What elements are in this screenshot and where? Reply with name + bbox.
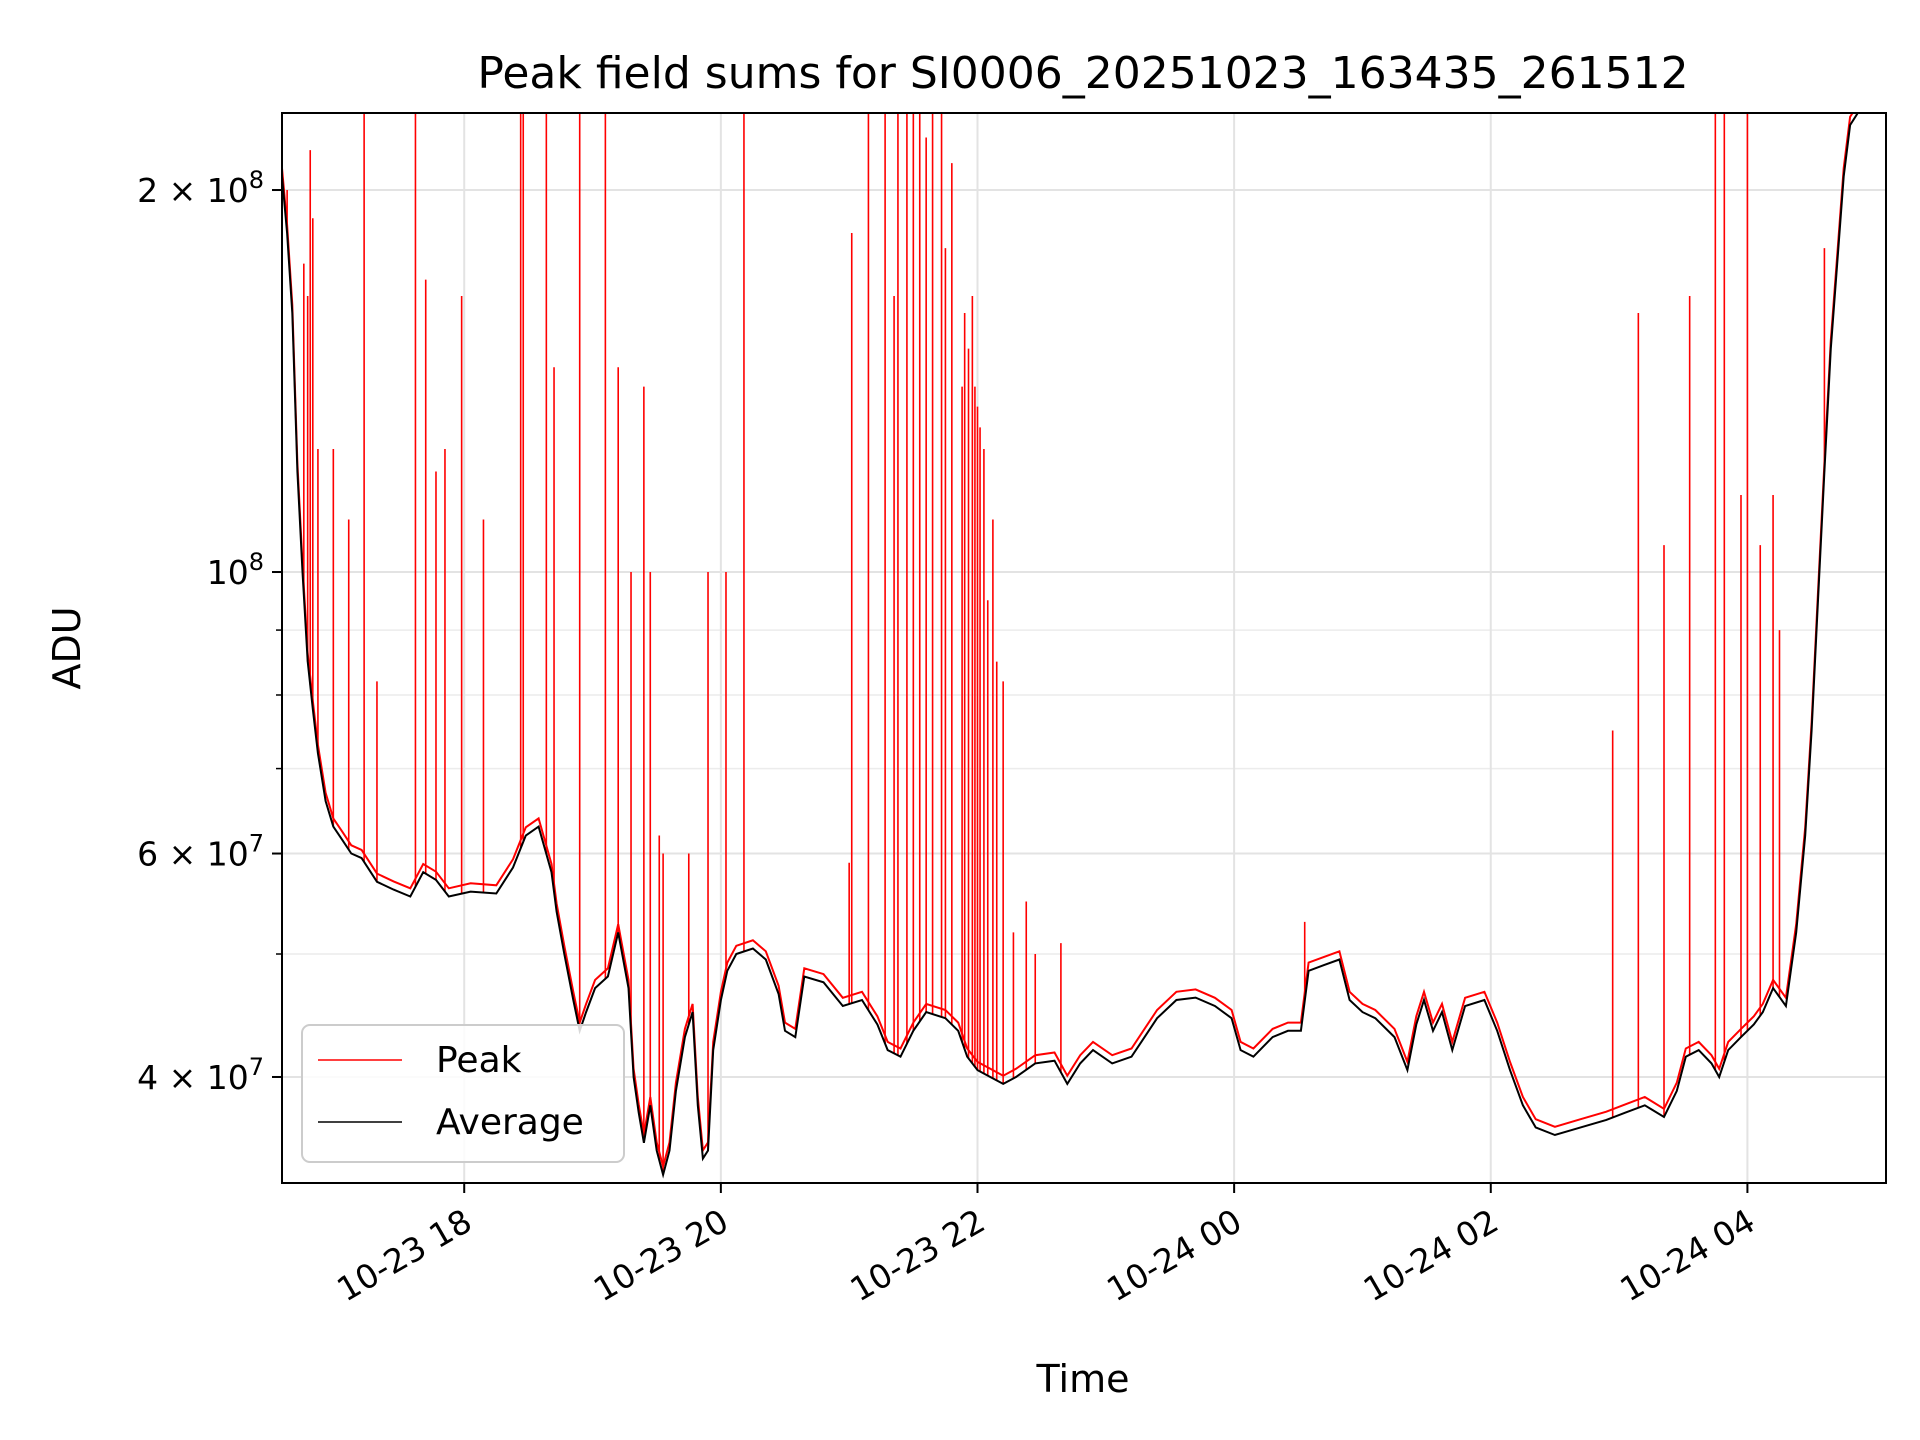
legend-label-average: Average — [436, 1102, 584, 1143]
x-axis-label: Time — [1036, 1357, 1130, 1401]
plot-frame — [281, 112, 1887, 1184]
legend-label-peak: Peak — [436, 1040, 522, 1081]
y-tick-label: 4 × 107 — [137, 1053, 264, 1097]
chart-title: Peak field sums for SI0006_20251023_1634… — [477, 48, 1688, 99]
y-tick-label: 6 × 107 — [137, 830, 264, 874]
legend: Peak Average — [301, 1024, 625, 1163]
series-layer — [282, 113, 1886, 1179]
y-tick-label: 2 × 108 — [137, 166, 264, 210]
y-axis-label: ADU — [45, 606, 89, 689]
average-series-line — [282, 113, 1886, 1179]
